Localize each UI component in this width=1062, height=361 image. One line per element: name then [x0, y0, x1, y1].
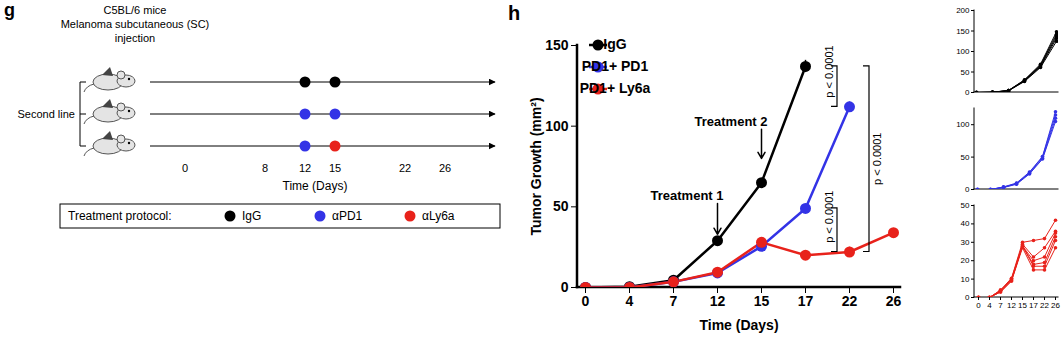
svg-text:26: 26: [886, 293, 902, 309]
svg-text:12: 12: [710, 293, 726, 309]
svg-text:100: 100: [545, 118, 569, 134]
svg-text:g: g: [4, 0, 15, 20]
svg-text:0: 0: [965, 88, 970, 97]
svg-text:αLy6a: αLy6a: [422, 209, 455, 223]
svg-text:0: 0: [965, 293, 970, 302]
svg-text:0: 0: [561, 279, 569, 295]
svg-text:Treatment protocol:: Treatment protocol:: [68, 209, 172, 223]
svg-text:12: 12: [1007, 301, 1016, 310]
svg-text:50: 50: [553, 198, 569, 214]
svg-text:PD1+ Ly6a: PD1+ Ly6a: [580, 80, 651, 96]
svg-text:PD1+ PD1: PD1+ PD1: [582, 58, 649, 74]
svg-text:7: 7: [998, 301, 1003, 310]
svg-text:0: 0: [182, 162, 188, 174]
svg-text:0: 0: [976, 301, 981, 310]
svg-text:17: 17: [798, 293, 814, 309]
html-text:h: h: [508, 2, 521, 24]
svg-text:injection: injection: [115, 32, 155, 44]
svg-text:Melanoma subcutaneous (SC): Melanoma subcutaneous (SC): [61, 18, 210, 30]
svg-text:p < 0.0001: p < 0.0001: [871, 133, 883, 185]
svg-text:p < 0.0001: p < 0.0001: [823, 45, 835, 97]
svg-text:Second line: Second line: [18, 108, 76, 120]
svg-text:26: 26: [439, 162, 451, 174]
svg-text:8: 8: [262, 162, 268, 174]
svg-text:100: 100: [956, 47, 970, 56]
svg-text:7: 7: [670, 293, 678, 309]
svg-text:4: 4: [987, 301, 992, 310]
svg-text:IgG: IgG: [242, 209, 261, 223]
svg-text:C5BL/6 mice: C5BL/6 mice: [104, 4, 167, 16]
svg-text:26: 26: [1051, 301, 1060, 310]
svg-text:10: 10: [961, 275, 970, 284]
svg-text:20: 20: [961, 256, 970, 265]
svg-text:50: 50: [961, 201, 970, 210]
svg-text:22: 22: [1040, 301, 1049, 310]
svg-text:50: 50: [961, 153, 970, 162]
svg-text:30: 30: [961, 238, 970, 247]
svg-text:IgG: IgG: [603, 36, 626, 52]
svg-text:0: 0: [965, 185, 970, 194]
svg-text:0: 0: [582, 293, 590, 309]
svg-text:150: 150: [545, 37, 569, 53]
svg-text:Treatment 2: Treatment 2: [695, 114, 768, 129]
svg-text:50: 50: [961, 68, 970, 77]
svg-text:17: 17: [1029, 301, 1038, 310]
svg-text:22: 22: [842, 293, 858, 309]
svg-text:Tumor Growth (mm²): Tumor Growth (mm²): [528, 97, 544, 235]
svg-text:αPD1: αPD1: [332, 209, 363, 223]
svg-text:4: 4: [626, 293, 634, 309]
svg-text:100: 100: [956, 120, 970, 129]
svg-text:Time (Days): Time (Days): [283, 179, 348, 193]
svg-text:15: 15: [329, 162, 341, 174]
svg-text:150: 150: [956, 27, 970, 36]
svg-text:40: 40: [961, 219, 970, 228]
svg-text:Treatment 1: Treatment 1: [651, 188, 724, 203]
svg-text:12: 12: [299, 162, 311, 174]
svg-text:200: 200: [956, 6, 970, 15]
svg-text:p < 0.0001: p < 0.0001: [823, 191, 835, 243]
svg-text:22: 22: [399, 162, 411, 174]
svg-text:15: 15: [1018, 301, 1027, 310]
svg-text:Time (Days): Time (Days): [699, 317, 778, 333]
svg-text:15: 15: [754, 293, 770, 309]
